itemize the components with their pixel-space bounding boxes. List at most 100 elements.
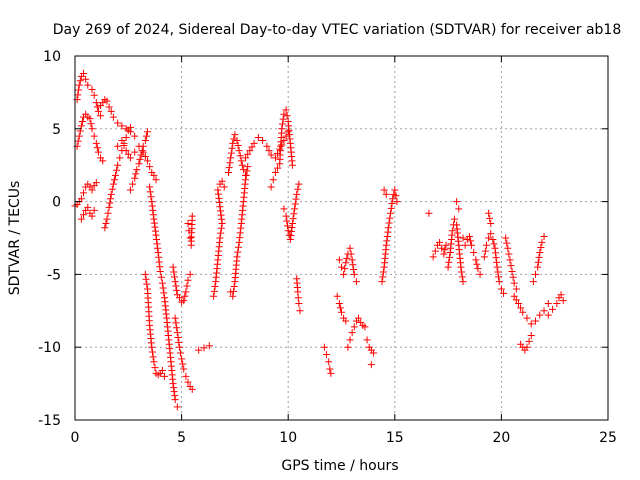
data-point <box>148 348 156 356</box>
data-point <box>152 231 160 239</box>
data-point <box>363 336 371 344</box>
data-point <box>336 304 344 312</box>
data-point <box>99 157 107 165</box>
data-point <box>210 292 218 300</box>
data-point <box>450 215 458 223</box>
data-point <box>84 203 92 211</box>
data-point <box>177 349 185 357</box>
data-point <box>473 260 481 268</box>
data-point <box>535 253 543 261</box>
data-point <box>173 324 181 332</box>
data-point <box>233 253 241 261</box>
series-arc37 <box>502 234 520 293</box>
data-point <box>495 273 503 281</box>
series-arc19 <box>267 106 296 191</box>
data-point <box>78 118 86 126</box>
data-point <box>532 270 540 278</box>
data-point <box>242 154 250 162</box>
data-point <box>465 233 473 241</box>
x-tick-label: 20 <box>492 430 510 446</box>
data-point <box>216 234 224 242</box>
data-point <box>153 235 161 243</box>
data-point <box>517 304 525 312</box>
data-point <box>338 263 345 271</box>
data-point <box>536 249 544 257</box>
data-point <box>122 147 130 155</box>
data-point <box>276 145 284 153</box>
data-point <box>391 186 399 194</box>
data-point <box>169 380 177 388</box>
data-point <box>161 372 169 380</box>
data-point <box>492 254 500 262</box>
series-arc2 <box>73 110 107 165</box>
data-point <box>269 176 277 184</box>
data-point <box>170 268 178 276</box>
data-point <box>75 81 83 89</box>
data-point <box>340 270 348 278</box>
data-point <box>476 270 484 278</box>
data-point <box>143 280 151 288</box>
data-point <box>174 333 182 341</box>
plot-frame <box>74 55 609 421</box>
data-point <box>75 86 83 94</box>
data-point <box>230 135 238 143</box>
data-point <box>92 179 100 187</box>
data-point <box>495 278 503 286</box>
data-point <box>489 235 497 243</box>
series-arc29 <box>380 186 390 198</box>
data-point <box>295 180 303 188</box>
data-point <box>294 185 302 193</box>
data-point <box>225 168 233 176</box>
data-point <box>186 234 194 242</box>
data-point <box>361 323 369 331</box>
data-point <box>74 137 82 145</box>
data-point <box>296 307 304 315</box>
data-point <box>82 75 90 83</box>
data-point <box>448 227 456 235</box>
data-point <box>385 219 393 227</box>
data-point <box>335 256 343 264</box>
data-point <box>169 263 177 271</box>
series-arc11 <box>169 263 194 306</box>
series-arc34 <box>459 233 484 278</box>
data-point <box>210 287 218 295</box>
y-tick-label: 5 <box>52 122 61 138</box>
data-point <box>549 305 557 313</box>
data-point <box>227 154 235 162</box>
data-point <box>114 119 122 127</box>
data-point <box>355 314 363 322</box>
data-point <box>238 161 246 169</box>
data-point <box>472 256 480 264</box>
data-point <box>114 142 122 150</box>
data-point <box>108 185 116 193</box>
data-point <box>544 311 552 319</box>
data-point <box>141 270 149 278</box>
data-point <box>126 154 134 162</box>
x-tick-label: 0 <box>71 430 80 446</box>
data-point <box>94 148 102 156</box>
data-point <box>88 125 96 133</box>
x-tick-label: 15 <box>386 430 404 446</box>
data-point <box>235 238 243 246</box>
data-point <box>487 219 495 227</box>
data-point <box>150 358 158 366</box>
data-point <box>139 142 147 150</box>
data-point <box>118 136 126 144</box>
data-point <box>151 223 159 231</box>
data-point <box>171 314 179 322</box>
series-arc24 <box>335 244 360 286</box>
data-point <box>505 250 513 258</box>
data-point <box>485 209 493 217</box>
data-point <box>227 149 235 157</box>
series-arc41 <box>544 291 567 313</box>
data-point <box>243 167 251 175</box>
data-point <box>244 163 252 171</box>
data-point <box>105 103 113 111</box>
data-point <box>459 234 467 242</box>
data-point <box>173 286 181 294</box>
data-point <box>154 244 162 252</box>
series-arc16 <box>225 131 250 179</box>
data-point <box>86 115 94 123</box>
data-point <box>280 110 288 118</box>
y-tick-label: -15 <box>38 413 61 429</box>
